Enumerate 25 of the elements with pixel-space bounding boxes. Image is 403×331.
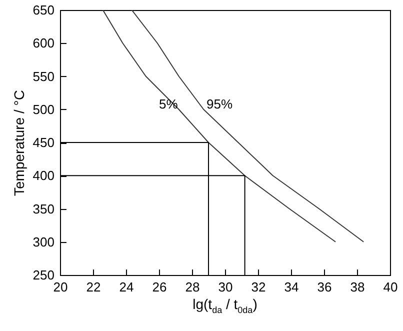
- x-tick-label: 20: [53, 280, 68, 294]
- x-tick-label: 40: [383, 280, 398, 294]
- line-series: [102, 10, 336, 242]
- x-tick-label: 24: [119, 280, 134, 294]
- x-tick-label: 30: [218, 280, 233, 294]
- x-tick-label: 28: [185, 280, 200, 294]
- y-tick-label: 300: [32, 234, 54, 250]
- y-axis-title: Temperature / °C: [10, 90, 27, 196]
- y-tick-label: 400: [32, 168, 54, 184]
- y-tick-label: 450: [32, 135, 54, 150]
- y-tick-label: 550: [32, 68, 54, 84]
- series-label: 95%: [206, 96, 234, 112]
- x-axis-title: lg(t$_{da}$ / t$_{0da}$): [192, 296, 258, 315]
- x-tick-label: 34: [284, 280, 299, 294]
- y-tick-label: 250: [32, 268, 54, 282]
- x-tick-label: 36: [317, 280, 332, 294]
- y-tick-label: 350: [32, 201, 54, 216]
- x-tick-label: 26: [152, 280, 167, 294]
- y-tick-label: 500: [32, 102, 54, 117]
- x-tick-label: 38: [350, 280, 365, 294]
- x-tick-label: 32: [251, 280, 266, 294]
- y-tick-label: 600: [32, 36, 54, 51]
- y-tick-label: 650: [32, 2, 54, 18]
- x-tick-label: 22: [86, 280, 101, 294]
- line-series: [131, 10, 364, 242]
